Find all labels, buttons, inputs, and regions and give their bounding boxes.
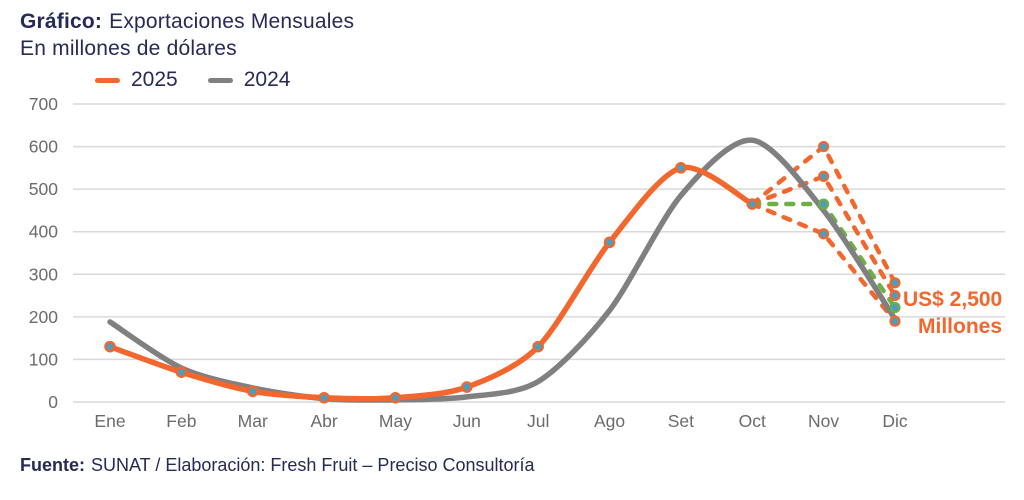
marker-2025-mar (246, 385, 259, 398)
source-note-prefix: Fuente: (20, 455, 85, 475)
marker-escenario-alto-nov (817, 140, 830, 153)
marker-2025-jul (532, 340, 544, 353)
marker-escenario-alto-dic (889, 277, 901, 289)
series-2025 (107, 164, 755, 402)
y-tick-600: 600 (29, 137, 58, 157)
marker-escenario-base-2500-dic (889, 301, 901, 314)
x-label-ago: Ago (594, 411, 625, 431)
y-tick-0: 0 (48, 392, 58, 412)
marker-2025-oct (746, 198, 759, 210)
x-label-mar: Mar (238, 411, 268, 431)
x-label-abr: Abr (310, 411, 337, 431)
chart-title-block: Gráfico: Exportaciones Mensuales En millo… (20, 8, 354, 62)
y-tick-700: 700 (29, 94, 58, 114)
marker-2025-ago (603, 236, 616, 249)
marker-escenario-medio-nov (817, 170, 830, 182)
marker-escenario-base-2500-nov (817, 198, 830, 210)
chart-title-text: Exportaciones Mensuales (109, 10, 355, 33)
legend-item-2025: 2025 (95, 68, 178, 92)
legend-swatch-2024 (207, 77, 233, 83)
y-tick-400: 400 (29, 222, 58, 242)
x-axis-month-labels: Ene Feb Mar Abr May Jun Jul Ago Set Oct Nov Dic (94, 411, 907, 431)
chart-subtitle: En millones de dólares (20, 37, 237, 60)
series-2024-line (107, 137, 898, 403)
annotation-us-2500-millones: US$ 2,500 Millones (903, 286, 1002, 340)
y-tick-100: 100 (29, 349, 58, 369)
marker-2025-may (389, 391, 402, 404)
chart-title-prefix: Gráfico: (20, 10, 103, 33)
marker-escenario-bajo-dic (889, 315, 901, 327)
series-2024 (107, 137, 898, 403)
x-label-oct: Oct (739, 411, 766, 431)
y-tick-200: 200 (29, 307, 58, 327)
x-label-nov: Nov (808, 411, 839, 431)
x-label-ene: Ene (94, 411, 125, 431)
marker-escenario-bajo-nov (817, 228, 830, 240)
x-label-may: May (379, 411, 412, 431)
legend-item-2024: 2024 (207, 68, 291, 92)
chart-legend: 2025 2024 (95, 68, 290, 92)
marker-2025-jun (460, 381, 473, 393)
marker-escenario-medio-dic (889, 289, 901, 302)
gridlines (73, 103, 1005, 403)
marker-2025-ene (104, 340, 116, 353)
projection-markers (817, 140, 901, 327)
x-label-jun: Jun (453, 411, 481, 431)
annotation-line1: US$ 2,500 (903, 288, 1003, 311)
legend-label-2024: 2024 (243, 68, 291, 91)
x-label-feb: Feb (166, 411, 196, 431)
marker-2025-abr (318, 391, 330, 404)
marker-2025-set (675, 162, 687, 174)
y-tick-300: 300 (29, 264, 58, 284)
x-label-dic: Dic (882, 411, 908, 431)
y-tick-500: 500 (29, 179, 58, 199)
legend-label-2025: 2025 (131, 68, 178, 91)
source-note-text: SUNAT / Elaboración: Fresh Fruit – Preci… (91, 455, 535, 475)
x-label-set: Set (668, 411, 694, 431)
series-2025-markers (104, 162, 759, 404)
projection-escenario-bajo (749, 201, 898, 324)
legend-swatch-2025 (95, 77, 120, 83)
annotation-line2: Millones (918, 315, 1003, 338)
chart-title: Gráfico: Exportaciones Mensuales (20, 8, 354, 35)
y-axis-tick-labels: 0 100 200 300 400 500 600 700 (29, 94, 58, 412)
x-label-jul: Jul (527, 411, 549, 431)
series-2025-line (107, 164, 755, 402)
source-note: Fuente: SUNAT / Elaboración: Fresh Fruit … (20, 455, 535, 476)
marker-2025-feb (175, 366, 188, 379)
